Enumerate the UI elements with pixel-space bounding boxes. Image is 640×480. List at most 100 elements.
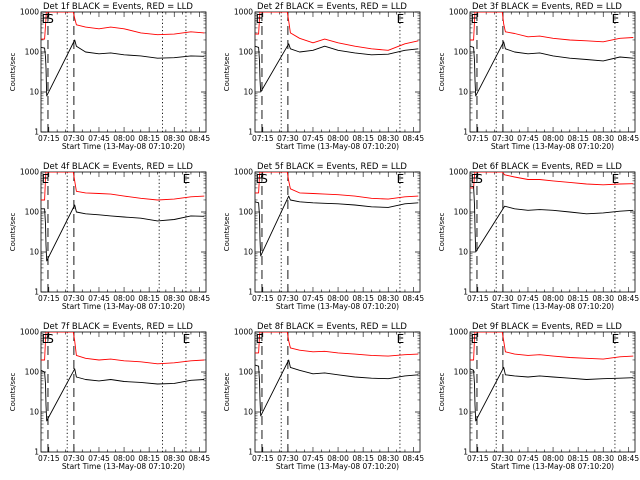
x-tick-label: 08:45	[617, 454, 639, 463]
detector-panel: Det 3f BLACK = Events, RED = LLD 1 10 100 10…	[438, 2, 639, 151]
lld-rate-line	[255, 332, 419, 357]
x-tick-label: 08:00	[542, 294, 564, 303]
event-marker-e: E	[397, 12, 405, 26]
x-axis-label: Start Time (13-May-08 07:10:20)	[276, 302, 399, 311]
plot-frame	[40, 11, 207, 133]
y-tick-label: 10	[243, 88, 253, 97]
panel-title: Det 1f BLACK = Events, RED = LLD	[43, 2, 193, 12]
y-tick-label: 10	[29, 248, 39, 257]
plot-frame	[254, 171, 421, 293]
x-tick-label: 07:15	[467, 454, 489, 463]
x-tick-label: 07:45	[517, 294, 539, 303]
event-marker-e: E	[612, 332, 620, 346]
y-tick-label: 10	[243, 248, 253, 257]
x-tick-label: 07:45	[88, 294, 110, 303]
panel-title: Det 7f BLACK = Events, RED = LLD	[43, 322, 193, 332]
lld-rate-line	[255, 172, 419, 200]
event-marker-s: S	[475, 172, 483, 186]
x-tick-label: 07:45	[88, 454, 110, 463]
y-tick-label: 10	[458, 408, 468, 417]
x-axis-label: Start Time (13-May-08 07:10:20)	[62, 142, 185, 151]
event-marker-e: E	[397, 332, 405, 346]
y-tick-label: 1	[463, 288, 468, 297]
panel-title: Det 3f BLACK = Events, RED = LLD	[472, 2, 622, 12]
event-marker-e: E	[612, 12, 620, 26]
x-tick-label: 07:45	[88, 134, 110, 143]
event-rate-line	[41, 204, 205, 262]
y-tick-label: 1	[463, 448, 468, 457]
event-rate-line	[41, 39, 205, 97]
y-tick-label: 1000	[20, 168, 39, 177]
x-tick-label: 07:45	[517, 134, 539, 143]
y-tick-label: 100	[25, 48, 40, 57]
event-marker-e: E	[612, 172, 620, 186]
y-tick-label: 1000	[234, 8, 253, 17]
x-tick-label: 08:15	[138, 294, 160, 303]
x-tick-label: 07:45	[517, 454, 539, 463]
event-marker-e: E	[256, 172, 264, 186]
detector-panel: Det 2f BLACK = Events, RED = LLD 1 10 100 10…	[223, 2, 424, 151]
event-marker-e: E	[42, 332, 50, 346]
y-axis-label: Counts/sec	[223, 213, 231, 252]
x-tick-label: 07:30	[63, 294, 85, 303]
panel-title: Det 8f BLACK = Events, RED = LLD	[257, 322, 407, 332]
event-marker-s: S	[260, 172, 268, 186]
y-tick-label: 10	[29, 408, 39, 417]
event-rate-line	[41, 368, 205, 422]
y-tick-label: 1000	[449, 328, 468, 337]
x-tick-label: 07:15	[38, 294, 60, 303]
x-tick-label: 08:00	[542, 454, 564, 463]
x-tick-label: 07:30	[277, 294, 299, 303]
y-tick-label: 1	[248, 128, 253, 137]
x-tick-label: 07:15	[467, 294, 489, 303]
y-axis-label: Counts/sec	[438, 53, 446, 92]
event-marker-s: S	[46, 12, 54, 26]
x-axis-label: Start Time (13-May-08 07:10:20)	[62, 462, 185, 471]
x-axis-label: Start Time (13-May-08 07:10:20)	[62, 302, 185, 311]
panel-title: Det 6f BLACK = Events, RED = LLD	[472, 162, 622, 172]
lld-rate-line	[41, 172, 205, 201]
x-tick-label: 07:45	[302, 294, 324, 303]
plot-frame	[469, 171, 636, 293]
y-tick-label: 1000	[20, 328, 39, 337]
detector-panel: Det 4f BLACK = Events, RED = LLD 1 10 100 10…	[9, 162, 210, 311]
event-rate-line	[255, 43, 419, 93]
y-tick-label: 1000	[234, 328, 253, 337]
x-tick-label: 07:45	[302, 134, 324, 143]
event-rate-line	[470, 185, 634, 253]
y-tick-label: 10	[29, 88, 39, 97]
y-tick-label: 10	[458, 248, 468, 257]
y-tick-label: 100	[239, 368, 254, 377]
x-tick-label: 08:45	[188, 454, 210, 463]
event-rate-line	[470, 41, 634, 97]
x-tick-label: 08:30	[377, 294, 399, 303]
x-tick-label: 08:00	[542, 134, 564, 143]
x-tick-label: 08:30	[163, 134, 185, 143]
x-tick-label: 07:30	[277, 134, 299, 143]
x-axis-label: Start Time (13-May-08 07:10:20)	[276, 462, 399, 471]
lld-rate-line	[41, 12, 205, 40]
y-tick-label: 100	[454, 48, 469, 57]
event-marker-e: E	[471, 332, 479, 346]
x-tick-label: 08:30	[592, 134, 614, 143]
event-marker-e: E	[256, 332, 264, 346]
y-tick-label: 100	[239, 48, 254, 57]
x-tick-label: 07:30	[492, 294, 514, 303]
event-marker-e: E	[471, 172, 479, 186]
x-tick-label: 08:00	[113, 134, 135, 143]
y-axis-label: Counts/sec	[438, 373, 446, 412]
x-tick-label: 07:30	[63, 134, 85, 143]
x-tick-label: 07:30	[63, 454, 85, 463]
lld-rate-line	[470, 12, 634, 43]
panel-title: Det 9f BLACK = Events, RED = LLD	[472, 322, 622, 332]
x-tick-label: 08:15	[138, 134, 160, 143]
y-tick-label: 1	[248, 448, 253, 457]
x-tick-label: 07:45	[302, 454, 324, 463]
x-tick-label: 07:30	[492, 134, 514, 143]
x-tick-label: 07:30	[492, 454, 514, 463]
x-axis-label: Start Time (13-May-08 07:10:20)	[491, 142, 614, 151]
x-tick-label: 08:15	[567, 294, 589, 303]
event-marker-e: E	[183, 172, 191, 186]
event-rate-line	[470, 366, 634, 422]
